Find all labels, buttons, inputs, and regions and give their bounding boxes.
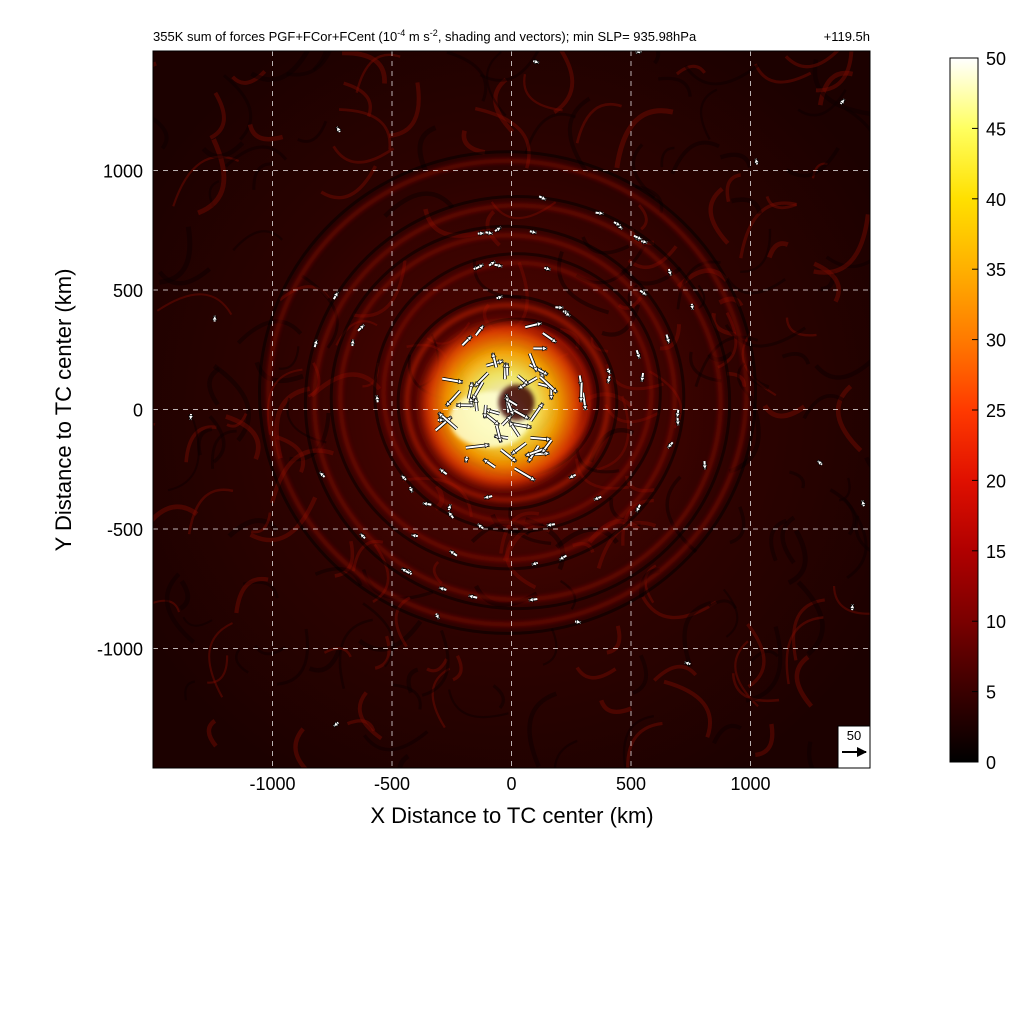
y-tick-label: 0 — [133, 401, 143, 421]
y-tick-label: -500 — [107, 520, 143, 540]
colorbar-tick-label: 0 — [986, 753, 996, 773]
colorbar-tick-label: 50 — [986, 49, 1006, 69]
x-axis-label: X Distance to TC center (km) — [370, 803, 653, 828]
x-tick-label: -500 — [374, 774, 410, 794]
reference-vector-box: 50 — [838, 726, 870, 768]
y-axis-ticks: -1000 -500 0 500 1000 — [97, 162, 143, 660]
y-tick-label: -1000 — [97, 640, 143, 660]
force-vector — [438, 418, 444, 423]
eye — [499, 385, 535, 421]
reference-vector-label: 50 — [847, 728, 861, 743]
y-tick-label: 1000 — [103, 162, 143, 182]
chart-title: 355K sum of forces PGF+FCor+FCent (10-4 … — [153, 28, 697, 44]
chart-time-label: +119.5h — [824, 29, 870, 44]
x-tick-label: -1000 — [249, 774, 295, 794]
x-tick-label: 500 — [616, 774, 646, 794]
texture-streak — [866, 458, 930, 478]
y-axis-label: Y Distance to TC center (km) — [51, 269, 76, 552]
colorbar-tick-label: 45 — [986, 119, 1006, 139]
colorbar-tick-label: 25 — [986, 401, 1006, 421]
plot-area — [138, 0, 930, 803]
texture-streak — [138, 424, 155, 442]
colorbar-tick-label: 35 — [986, 260, 1006, 280]
colorbar-tick-label: 30 — [986, 331, 1006, 351]
colorbar-tick-label: 40 — [986, 190, 1006, 210]
colorbar-tick-label: 15 — [986, 542, 1006, 562]
colorbar-tick-label: 20 — [986, 471, 1006, 491]
force-vector — [636, 49, 642, 54]
x-tick-label: 0 — [506, 774, 516, 794]
x-axis-ticks: -1000 -500 0 500 1000 — [249, 774, 770, 794]
colorbar-tick-label: 10 — [986, 612, 1006, 632]
y-tick-label: 500 — [113, 281, 143, 301]
colorbar-tick-label: 5 — [986, 683, 996, 703]
x-tick-label: 1000 — [730, 774, 770, 794]
